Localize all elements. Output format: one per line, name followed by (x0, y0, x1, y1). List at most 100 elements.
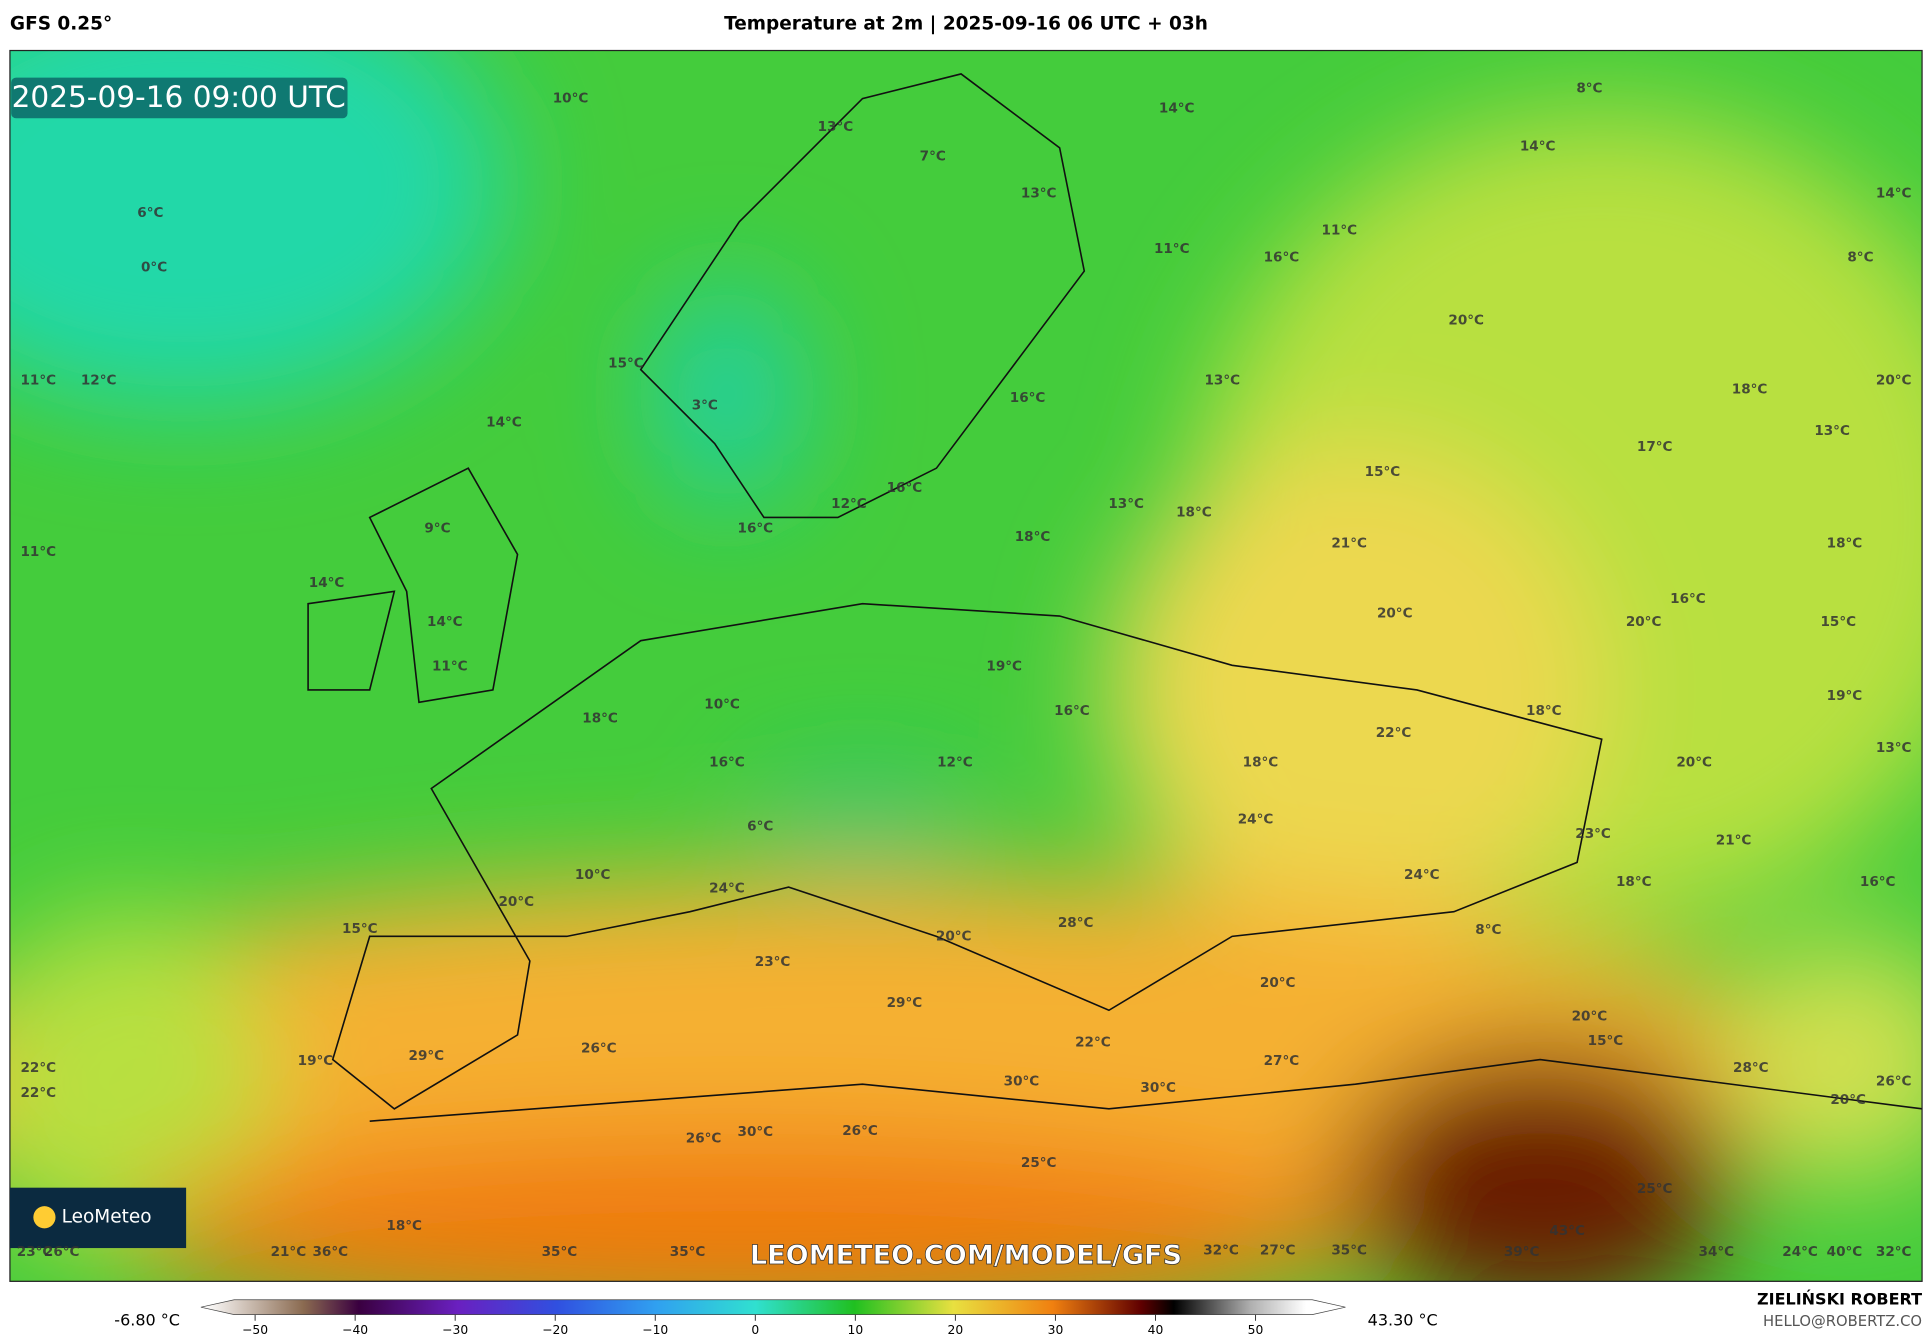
temperature-label: 20°C (1830, 1092, 1866, 1108)
temperature-label: 20°C (1572, 1008, 1608, 1024)
model-name: GFS 0.25° (10, 14, 112, 35)
temperature-label: 36°C (312, 1244, 348, 1260)
temperature-label: 10°C (704, 697, 740, 713)
temperature-label: 20°C (1377, 606, 1413, 622)
temperature-label: 16°C (887, 480, 923, 496)
temperature-label: 35°C (1331, 1243, 1367, 1259)
watermark: LEOMETEO.COM/MODEL/GFS (750, 1240, 1182, 1271)
temperature-label: 25°C (1637, 1181, 1673, 1197)
temperature-label: 18°C (1827, 535, 1863, 551)
temperature-label: 15°C (608, 355, 644, 371)
valid-time: 2025-09-16 09:00 UTC (12, 80, 346, 114)
temperature-label: 15°C (1820, 614, 1856, 630)
temperature-label: 16°C (1860, 874, 1896, 890)
temperature-label: 7°C (920, 148, 946, 164)
temperature-label: 11°C (1154, 241, 1190, 257)
temperature-label: 35°C (670, 1244, 706, 1260)
temperature-label: 22°C (20, 1060, 56, 1076)
temperature-label: 35°C (542, 1244, 578, 1260)
temperature-label: 13°C (1108, 496, 1144, 512)
temperature-label: 17°C (1637, 439, 1673, 455)
temperature-label: 19°C (298, 1053, 334, 1069)
temperature-label: 21°C (1716, 832, 1752, 848)
temperature-label: 16°C (1264, 249, 1300, 265)
temperature-label: 26°C (1876, 1074, 1912, 1090)
temperature-label: 21°C (271, 1244, 307, 1260)
temperature-label: 14°C (1159, 100, 1195, 116)
temperature-label: 23°C (1575, 826, 1611, 842)
temperature-label: 34°C (1699, 1244, 1735, 1260)
temperature-label: 18°C (1616, 874, 1652, 890)
temperature-label: 11°C (1322, 222, 1358, 238)
temperature-label: 3°C (692, 397, 718, 413)
colorbar (200, 1299, 1346, 1315)
temperature-label: 32°C (1203, 1243, 1239, 1259)
temperature-label: 0°C (141, 259, 167, 275)
temperature-label: 18°C (1176, 505, 1212, 521)
temperature-label: 10°C (575, 867, 611, 883)
temperature-label: 23°C (755, 954, 791, 970)
temperature-label: 13°C (1814, 423, 1850, 439)
temperature-label: 18°C (582, 710, 618, 726)
temperature-label: 14°C (486, 415, 522, 431)
temperature-label: 13°C (818, 119, 854, 135)
temperature-label: 20°C (1876, 373, 1912, 389)
colorbar-max: 43.30 °C (1368, 1310, 1438, 1329)
temperature-label: 12°C (937, 755, 973, 771)
temperature-label: 16°C (709, 755, 745, 771)
temperature-label: 14°C (1876, 185, 1912, 201)
temperature-label: 26°C (842, 1123, 878, 1139)
temperature-label: 30°C (1140, 1080, 1176, 1096)
temperature-label: 14°C (427, 614, 463, 630)
tick-label: 50 (1248, 1323, 1264, 1337)
temperature-label: 12°C (831, 496, 867, 512)
temperature-label: 14°C (309, 575, 345, 591)
tick-label: 40 (1148, 1323, 1164, 1337)
temperature-label: 20°C (499, 894, 535, 910)
temperature-label: 11°C (20, 373, 56, 389)
temperature-label: 8°C (1847, 249, 1873, 265)
colorbar-ticks: −50 −40 −30 −20 −10 0 10 20 30 40 50 (242, 1314, 1264, 1337)
temperature-label: 26°C (581, 1040, 617, 1056)
temperature-label: 13°C (1876, 740, 1912, 756)
logo: LeoMeteo (62, 1206, 152, 1227)
temperature-label: 40°C (1827, 1244, 1863, 1260)
temperature-label: 39°C (1504, 1244, 1540, 1260)
temperature-label: 6°C (137, 205, 163, 221)
temperature-label: 24°C (1782, 1244, 1818, 1260)
temperature-label: 20°C (1448, 312, 1484, 328)
tick-label: 0 (751, 1323, 759, 1337)
temperature-label: 13°C (1204, 373, 1240, 389)
temperature-label: 22°C (20, 1085, 56, 1101)
temperature-label: 28°C (1058, 915, 1094, 931)
temperature-label: 20°C (936, 928, 972, 944)
temperature-label: 16°C (738, 521, 774, 537)
temperature-label: 6°C (747, 819, 773, 835)
temperature-label: 16°C (1010, 390, 1046, 406)
temperature-label: 20°C (1626, 614, 1662, 630)
temperature-label: 8°C (1576, 81, 1602, 97)
temperature-label: 16°C (1670, 591, 1706, 607)
temperature-label: 22°C (1376, 725, 1412, 741)
temperature-label: 43°C (1549, 1223, 1585, 1239)
temperature-label: 30°C (738, 1124, 774, 1140)
temperature-label: 24°C (709, 880, 745, 896)
temperature-label: 29°C (887, 995, 923, 1011)
temperature-label: 15°C (1588, 1033, 1624, 1049)
temperature-label: 10°C (553, 91, 589, 107)
temperature-label: 18°C (1243, 755, 1279, 771)
map-title: Temperature at 2m | 2025-09-16 06 UTC + … (724, 14, 1208, 35)
temperature-label: 14°C (1520, 139, 1556, 155)
temperature-label: 8°C (1475, 922, 1501, 938)
temperature-label: 30°C (1004, 1074, 1040, 1090)
temperature-label: 29°C (409, 1048, 445, 1064)
temperature-label: 19°C (986, 659, 1022, 675)
tick-label: −20 (542, 1323, 568, 1337)
temperature-label: 13°C (1021, 185, 1057, 201)
temperature-label: 26°C (44, 1244, 80, 1260)
temperature-label: 24°C (1404, 867, 1440, 883)
temperature-label: 18°C (1015, 529, 1051, 545)
tick-label: −40 (342, 1323, 368, 1337)
temperature-label: 25°C (1021, 1155, 1057, 1171)
